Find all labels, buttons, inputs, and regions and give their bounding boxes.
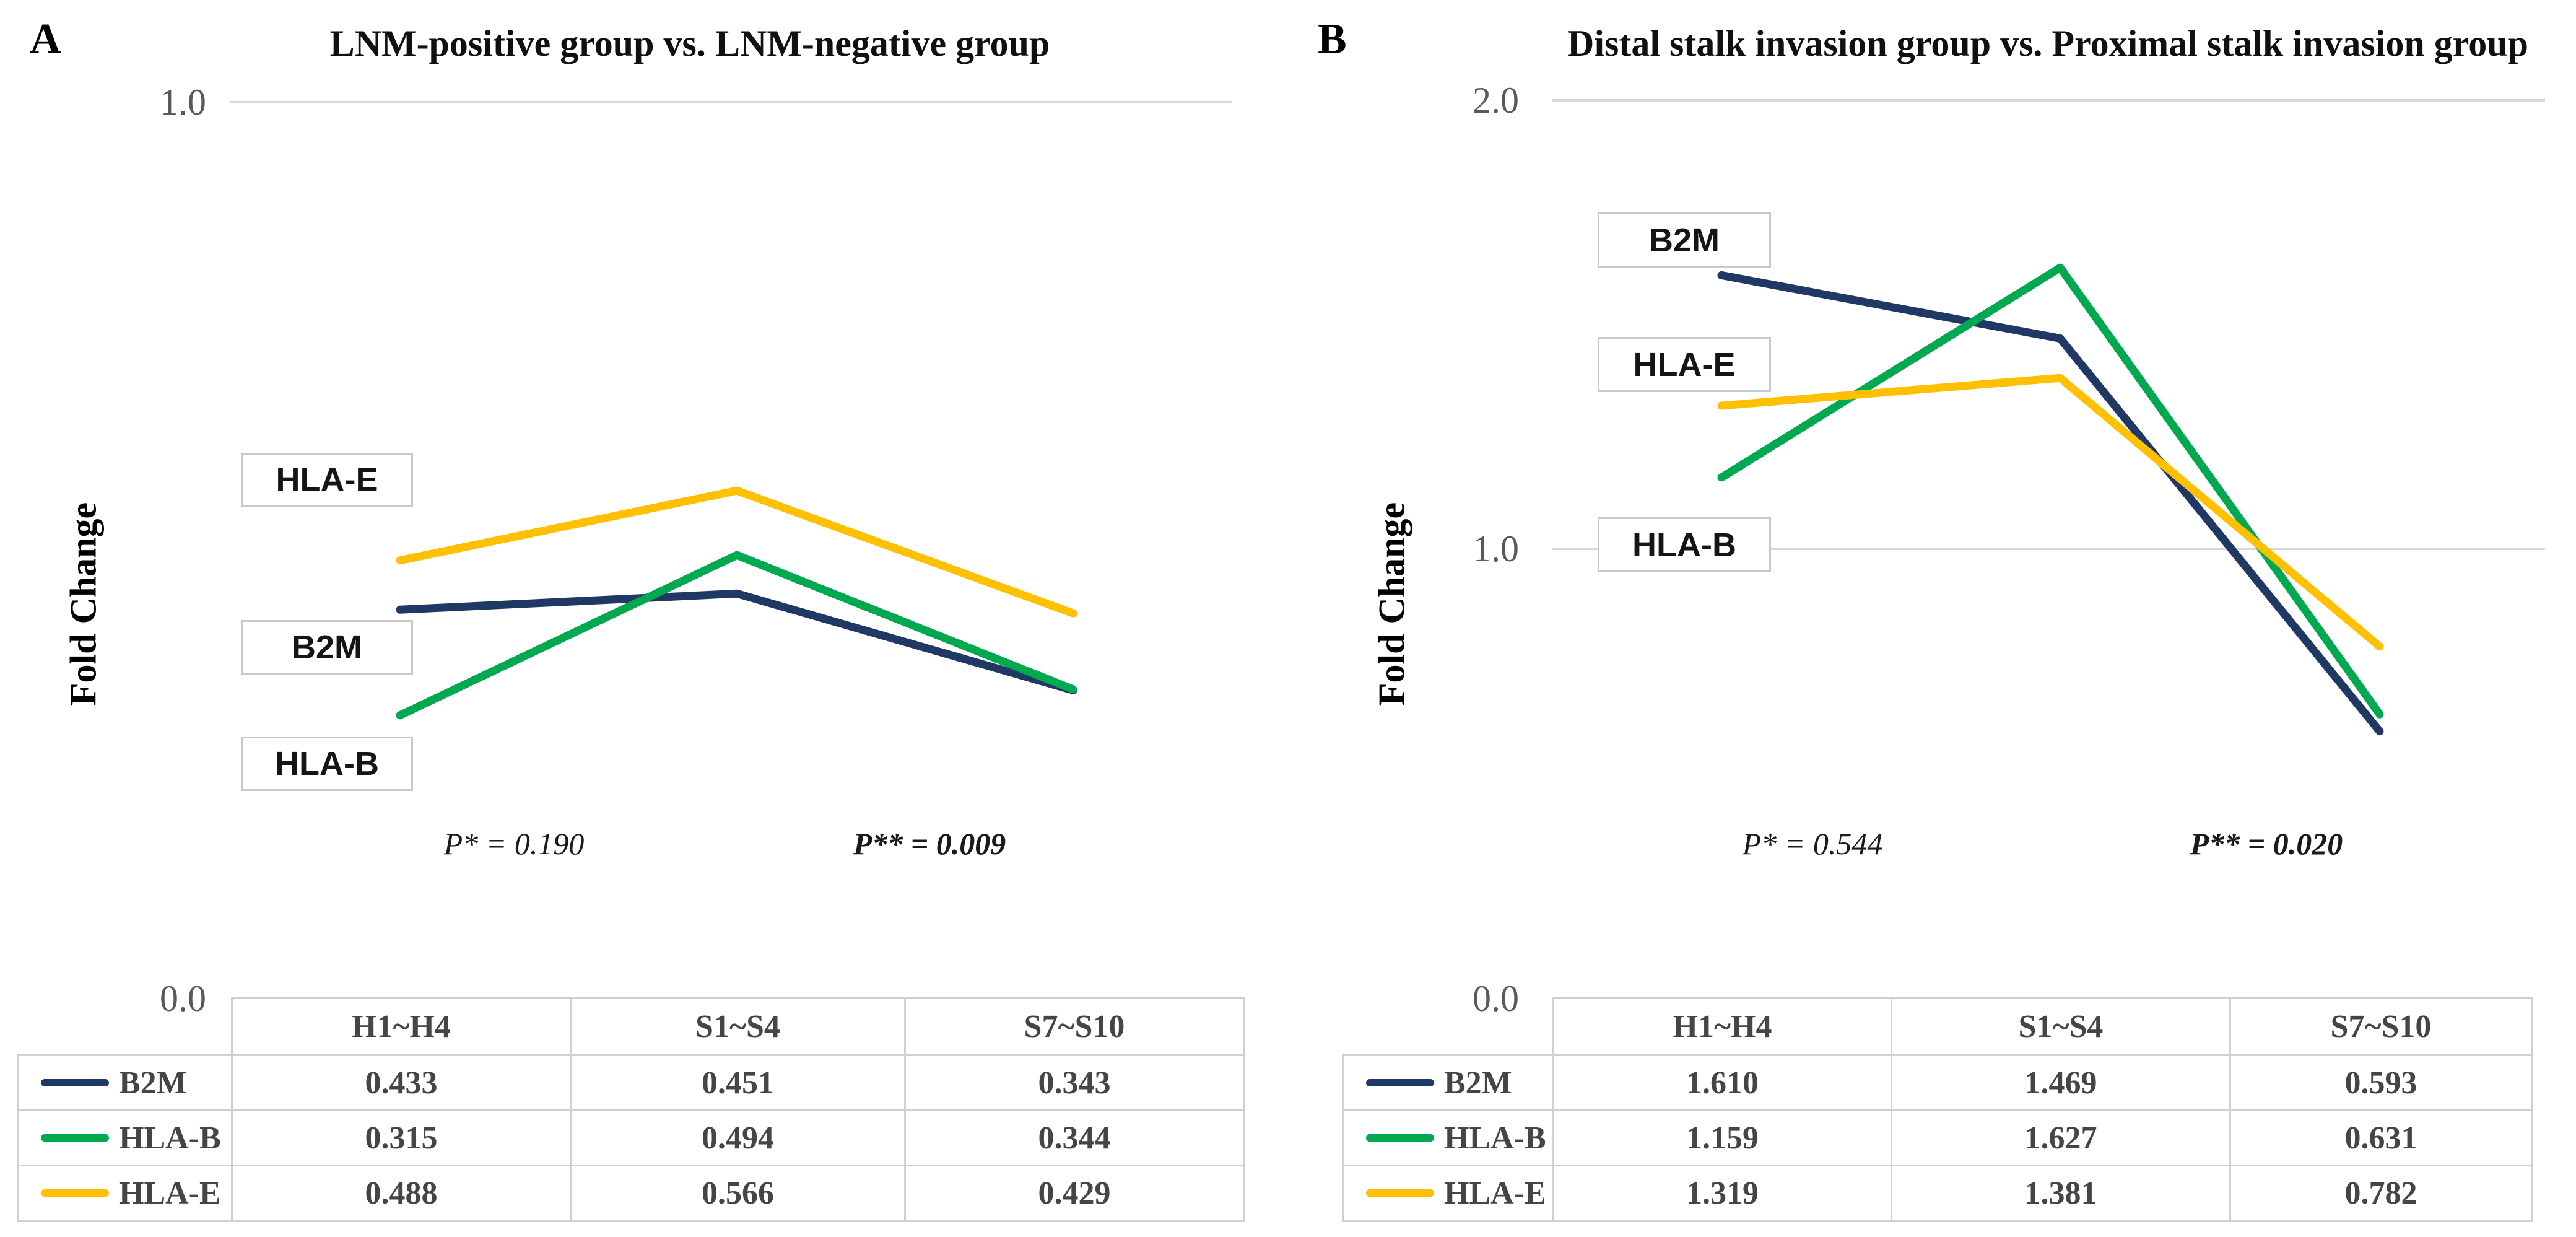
table-column-header: S1~S4 xyxy=(1891,997,2231,1056)
panel-a-ytick-1.0: 1.0 xyxy=(160,82,206,123)
panel-b-ytick-1.0: 1.0 xyxy=(1473,528,1519,569)
series-line-HLA-E xyxy=(396,486,1077,618)
panel-a-series-label-box-hla-e: HLA-E xyxy=(241,453,413,507)
table-value-cell: 0.488 xyxy=(231,1165,572,1222)
panel-b-pvalue-pstar: P* = 0.544 xyxy=(1742,826,1883,861)
table-value-cell: 1.469 xyxy=(1891,1054,2231,1111)
legend-line-swatch-HLA-B xyxy=(1366,1134,1434,1142)
panel-a-data-table: H1~H4 S1~S4 S7~S10 B2M 0.433 0.451 0.343 HLA-B 0… xyxy=(17,997,1245,1222)
table-value-cell: 0.315 xyxy=(231,1109,572,1166)
table-column-header: H1~H4 xyxy=(1552,997,1892,1056)
table-value-cell: 0.344 xyxy=(904,1109,1245,1166)
panel-b-ytick-0.0: 0.0 xyxy=(1473,978,1519,1019)
table-corner-cell xyxy=(1342,998,1554,1056)
table-row: HLA-B 0.315 0.494 0.344 xyxy=(17,1109,1245,1166)
table-value-cell: 0.433 xyxy=(231,1054,572,1111)
panel-a-title: LNM-positive group vs. LNM-negative grou… xyxy=(329,23,1050,64)
table-value-cell: 0.494 xyxy=(570,1109,906,1166)
table-value-cell: 0.593 xyxy=(2229,1054,2533,1111)
legend-series-name: HLA-E xyxy=(119,1175,221,1211)
legend-series-name: HLA-B xyxy=(1444,1120,1546,1156)
legend-series-name: HLA-B xyxy=(119,1120,221,1156)
panel-b-letter: B xyxy=(1318,15,1347,63)
table-row: HLA-E 0.488 0.566 0.429 xyxy=(17,1165,1245,1222)
table-value-cell: 0.566 xyxy=(570,1165,906,1222)
table-column-header: H1~H4 xyxy=(231,997,572,1056)
table-column-header: S7~S10 xyxy=(904,997,1245,1056)
table-legend-cell: HLA-E xyxy=(1342,1165,1554,1222)
panel-a-series-label-box-hla-b: HLA-B xyxy=(241,737,413,791)
table-legend-cell: B2M xyxy=(17,1054,233,1111)
table-value-cell: 1.159 xyxy=(1552,1109,1892,1166)
table-row: B2M 1.610 1.469 0.593 xyxy=(1342,1054,2533,1111)
legend-series-name: HLA-E xyxy=(1444,1175,1546,1211)
table-value-cell: 0.631 xyxy=(2229,1109,2533,1166)
panel-b-title: Distal stalk invasion group vs. Proximal… xyxy=(1567,23,2529,64)
panel-a-series-label-box-b2m: B2M xyxy=(241,620,413,675)
legend-line-swatch-HLA-E xyxy=(1366,1189,1434,1197)
legend-line-swatch-B2M xyxy=(41,1079,109,1086)
panel-a-letter: A xyxy=(30,15,61,63)
panel-b-series-label-box-hla-e: HLA-E xyxy=(1598,337,1771,392)
table-value-cell: 1.319 xyxy=(1552,1165,1892,1222)
panel-b-data-table: H1~H4 S1~S4 S7~S10 B2M 1.610 1.469 0.593 HLA-B 1… xyxy=(1342,997,2533,1222)
table-column-header: S7~S10 xyxy=(2229,997,2533,1056)
panel-a-ytick-0.0: 0.0 xyxy=(160,978,206,1019)
table-legend-cell: HLA-B xyxy=(17,1109,233,1166)
series-line-B2M xyxy=(396,589,1077,694)
table-legend-cell: B2M xyxy=(1342,1054,1554,1111)
table-column-header: S1~S4 xyxy=(570,997,906,1056)
table-value-cell: 0.343 xyxy=(904,1054,1245,1111)
table-row: B2M 0.433 0.451 0.343 xyxy=(17,1054,1245,1111)
series-line-HLA-B xyxy=(396,551,1077,720)
table-value-cell: 0.451 xyxy=(570,1054,906,1111)
table-value-cell: 1.627 xyxy=(1891,1109,2231,1166)
series-line-HLA-B xyxy=(1717,263,2384,719)
panel-a-pvalue-pstar: P* = 0.190 xyxy=(443,826,585,861)
legend-line-swatch-B2M xyxy=(1366,1079,1434,1086)
panel-b-series-label-box-b2m: B2M xyxy=(1598,212,1771,268)
series-line-HLA-E xyxy=(1717,374,2384,651)
legend-series-name: B2M xyxy=(1444,1065,1512,1101)
table-legend-cell: HLA-B xyxy=(1342,1109,1554,1166)
table-value-cell: 1.381 xyxy=(1891,1165,2231,1222)
table-value-cell: 0.782 xyxy=(2229,1165,2533,1222)
panel-b-series-label-box-hla-b: HLA-B xyxy=(1598,517,1771,572)
table-legend-cell: HLA-E xyxy=(17,1165,233,1222)
table-value-cell: 1.610 xyxy=(1552,1054,1892,1111)
legend-line-swatch-HLA-E xyxy=(41,1189,109,1197)
panel-b-ytick-2.0: 2.0 xyxy=(1473,80,1519,121)
series-line-B2M xyxy=(1717,271,2384,736)
table-row: HLA-B 1.159 1.627 0.631 xyxy=(1342,1109,2533,1166)
table-value-cell: 0.429 xyxy=(904,1165,1245,1222)
table-row: HLA-E 1.319 1.381 0.782 xyxy=(1342,1165,2533,1222)
legend-series-name: B2M xyxy=(119,1065,187,1101)
panel-a-pvalue-pdoublestar: P** = 0.009 xyxy=(853,826,1006,861)
panel-b-y-axis-label: Fold Change xyxy=(1371,502,1412,706)
panel-b-pvalue-pdoublestar: P** = 0.020 xyxy=(2190,826,2343,861)
panel-a-y-axis-label: Fold Change xyxy=(63,502,104,706)
table-corner-cell xyxy=(17,998,232,1056)
legend-line-swatch-HLA-B xyxy=(41,1134,109,1142)
